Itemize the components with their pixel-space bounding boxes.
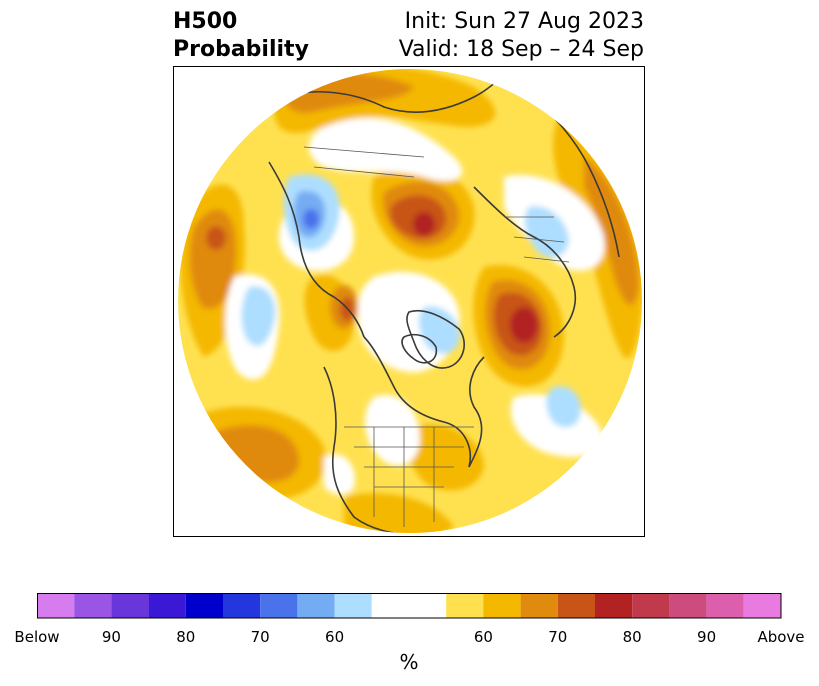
coast-north-america-east <box>468 356 485 468</box>
field-name: H500 <box>173 9 238 34</box>
above-peak-atlantic <box>510 307 538 343</box>
colorbar-tick-label: Below <box>14 628 60 646</box>
above-region-us-east <box>407 424 484 491</box>
border-us-states <box>354 446 464 488</box>
below-region-atlantic <box>546 386 582 428</box>
colorbar-tick-label: 60 <box>325 628 345 646</box>
colorbar-swatch <box>334 593 372 618</box>
map-title: H500 Probability <box>173 8 309 64</box>
normal-region-canada <box>364 395 420 466</box>
colorbar-tick-label: Above <box>757 628 805 646</box>
colorbar-swatch <box>260 593 298 618</box>
colorbar-tick-label: 80 <box>176 628 196 646</box>
valid-dates: Valid: 18 Sep – 24 Sep <box>398 37 644 62</box>
colorbar-swatch <box>223 593 261 618</box>
colorbar-tick-label: 60 <box>473 628 493 646</box>
coast-arctic-islands <box>401 333 438 364</box>
colorbar-swatch <box>446 593 484 618</box>
colorbar-swatch <box>557 593 595 618</box>
colorbar-swatch <box>148 593 186 618</box>
map-svg <box>178 69 642 533</box>
colorbar-swatch <box>74 593 112 618</box>
colorbar-unit: % <box>399 650 419 674</box>
colorbar-swatch <box>37 593 75 618</box>
colorbar-tick-label: 80 <box>622 628 642 646</box>
product-name: Probability <box>173 37 309 62</box>
border-europe <box>504 216 570 263</box>
above-peak-west-pacific <box>206 226 226 250</box>
political-borders <box>303 146 570 527</box>
colorbar-tick-label: 90 <box>697 628 717 646</box>
colorbar-swatch <box>743 593 781 618</box>
coast-north-america-west <box>363 336 471 468</box>
colorbar-swatch <box>632 593 670 618</box>
border-asia <box>303 146 425 178</box>
above-core-east <box>584 157 639 306</box>
below-region-europe <box>524 206 569 258</box>
init-date: Init: Sun 27 Aug 2023 <box>404 9 644 34</box>
map-dates: Init: Sun 27 Aug 2023 Valid: 18 Sep – 24… <box>399 8 644 64</box>
colorbar-swatch <box>706 593 744 618</box>
colorbar-swatch <box>185 593 223 618</box>
above-peak-central <box>413 212 435 236</box>
normal-region-us-west <box>324 454 355 495</box>
colorbar <box>37 593 782 619</box>
colorbar-swatch <box>520 593 558 618</box>
coast-siberia <box>268 161 365 338</box>
coast-europe <box>473 186 576 338</box>
below-region-pacific <box>241 286 276 346</box>
border-us-states-vertical <box>373 427 435 527</box>
polar-map <box>173 66 645 537</box>
colorbar-swatch <box>595 593 633 618</box>
colorbar-tick-label: 90 <box>101 628 121 646</box>
colorbar-frame <box>37 593 782 619</box>
colorbar-tick-label: 70 <box>548 628 568 646</box>
coast-greenland <box>406 310 465 369</box>
below-peak-siberia <box>303 209 319 229</box>
colorbar-swatch <box>297 593 335 618</box>
normal-region-north <box>309 118 463 181</box>
colorbar-tick-label: 70 <box>250 628 270 646</box>
below-region-greenland <box>418 306 460 354</box>
colorbar-swatch <box>669 593 707 618</box>
colorbar-swatch <box>111 593 149 618</box>
colorbar-swatch <box>483 593 521 618</box>
colorbar-swatch <box>371 593 447 618</box>
